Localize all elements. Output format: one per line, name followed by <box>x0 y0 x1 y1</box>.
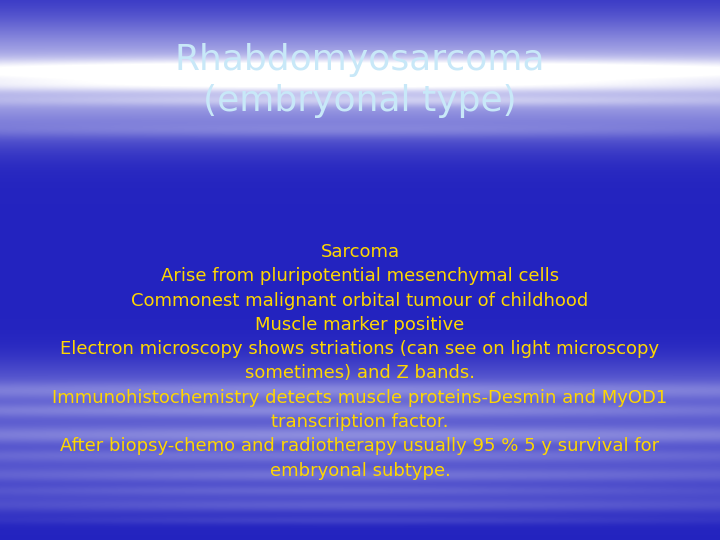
Text: Rhabdomyosarcoma
(embryonal type): Rhabdomyosarcoma (embryonal type) <box>175 43 545 118</box>
Text: Sarcoma
Arise from pluripotential mesenchymal cells
Commonest malignant orbital : Sarcoma Arise from pluripotential mesenc… <box>53 243 667 480</box>
